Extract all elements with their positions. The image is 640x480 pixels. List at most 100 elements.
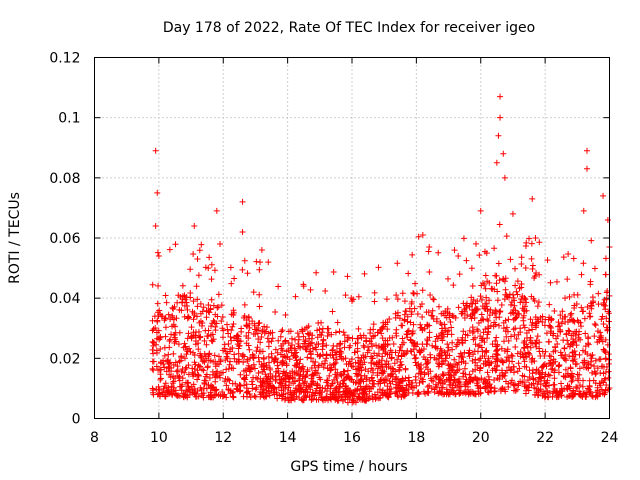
data-point xyxy=(512,282,519,289)
data-point xyxy=(224,350,231,357)
data-point xyxy=(583,147,590,154)
data-point xyxy=(292,293,299,300)
data-point xyxy=(557,312,564,319)
data-point xyxy=(529,370,536,377)
data-point xyxy=(603,315,610,322)
data-point xyxy=(279,361,286,368)
data-point xyxy=(605,318,612,325)
data-point xyxy=(471,314,478,321)
data-point xyxy=(355,360,362,367)
data-point xyxy=(445,275,452,282)
data-point xyxy=(410,346,417,353)
data-point xyxy=(239,198,246,205)
data-point xyxy=(384,387,391,394)
data-point xyxy=(300,333,307,340)
data-point xyxy=(528,240,535,247)
data-point xyxy=(223,394,230,401)
data-point xyxy=(455,304,462,311)
data-point xyxy=(527,334,534,341)
data-point xyxy=(383,391,390,398)
data-point xyxy=(505,383,512,390)
data-point xyxy=(163,368,170,375)
data-point xyxy=(482,285,489,292)
data-point xyxy=(231,334,238,341)
data-point xyxy=(570,389,577,396)
data-point xyxy=(190,349,197,356)
data-point xyxy=(278,387,285,394)
data-point xyxy=(224,375,231,382)
data-point xyxy=(521,344,528,351)
data-point xyxy=(285,340,292,347)
data-point xyxy=(564,276,571,283)
data-point xyxy=(511,302,518,309)
data-point xyxy=(208,337,215,344)
data-point xyxy=(258,247,265,254)
data-point xyxy=(328,331,335,338)
data-point xyxy=(184,388,191,395)
data-point xyxy=(566,293,573,300)
data-point xyxy=(496,314,503,321)
y-tick-label: 0 xyxy=(72,412,81,428)
data-point xyxy=(333,375,340,382)
data-point xyxy=(366,388,373,395)
data-point xyxy=(585,341,592,348)
data-point xyxy=(302,378,309,385)
data-point xyxy=(528,293,535,300)
data-point xyxy=(282,378,289,385)
data-point xyxy=(382,321,389,328)
data-point xyxy=(437,380,444,387)
data-point xyxy=(278,376,285,383)
data-point xyxy=(153,347,160,354)
data-point xyxy=(153,363,160,370)
chart-title: Day 178 of 2022, Rate Of TEC Index for r… xyxy=(163,20,535,36)
data-point xyxy=(149,281,156,288)
data-point xyxy=(344,373,351,380)
data-point xyxy=(518,254,525,261)
data-point xyxy=(245,335,252,342)
data-point xyxy=(523,307,530,314)
data-point xyxy=(404,347,411,354)
data-point xyxy=(382,350,389,357)
data-point xyxy=(513,288,520,295)
data-point xyxy=(528,339,535,346)
data-point xyxy=(317,376,324,383)
data-point xyxy=(399,290,406,297)
data-point xyxy=(249,381,256,388)
data-point xyxy=(305,383,312,390)
data-point xyxy=(567,311,574,318)
data-point xyxy=(241,301,248,308)
data-point xyxy=(332,385,339,392)
data-point xyxy=(522,242,529,249)
data-point xyxy=(588,392,595,399)
data-point xyxy=(526,373,533,380)
data-point xyxy=(559,387,566,394)
data-point xyxy=(185,330,192,337)
data-point xyxy=(488,285,495,292)
data-point xyxy=(257,375,264,382)
data-point xyxy=(296,377,303,384)
data-point xyxy=(503,233,510,240)
data-point xyxy=(573,300,580,307)
data-point xyxy=(251,326,258,333)
data-point xyxy=(352,359,359,366)
data-point xyxy=(297,385,304,392)
data-point xyxy=(368,359,375,366)
data-point xyxy=(306,393,313,400)
data-point xyxy=(462,331,469,338)
data-point xyxy=(278,328,285,335)
data-point xyxy=(394,392,401,399)
data-point xyxy=(273,368,280,375)
data-point xyxy=(448,324,455,331)
data-point xyxy=(279,391,286,398)
data-point xyxy=(495,260,502,267)
data-point xyxy=(244,270,251,277)
data-point xyxy=(377,327,384,334)
data-point xyxy=(535,318,542,325)
data-point xyxy=(529,326,536,333)
data-point xyxy=(519,351,526,358)
data-point xyxy=(255,327,262,334)
data-point xyxy=(503,324,510,331)
data-point xyxy=(602,375,609,382)
data-point xyxy=(194,256,201,263)
data-point xyxy=(410,289,417,296)
